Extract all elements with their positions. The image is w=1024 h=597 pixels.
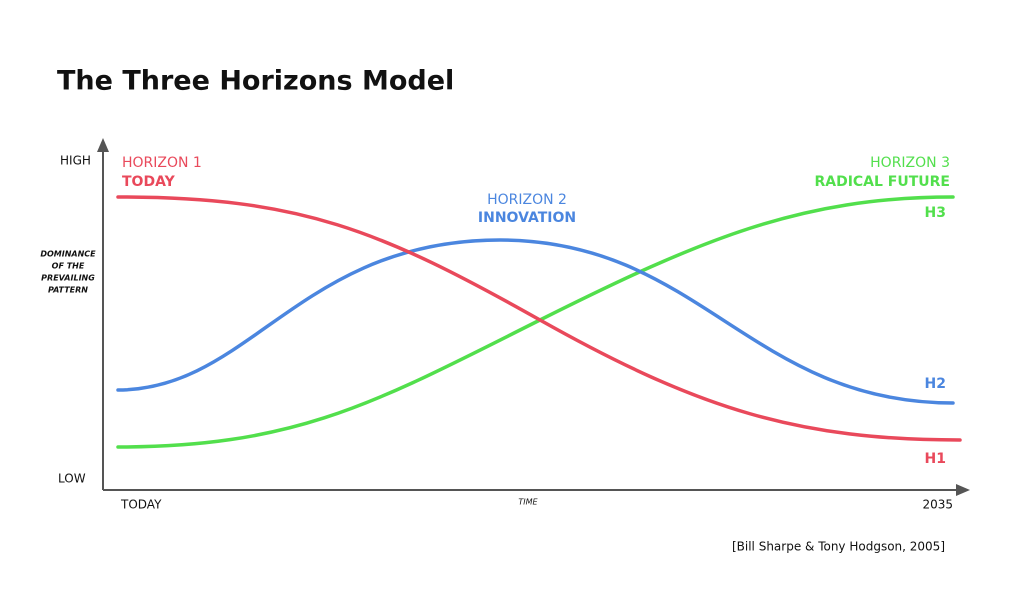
x-end: 2035	[922, 498, 953, 512]
y-label: OF THE	[52, 262, 85, 271]
horizon-name: HORIZON 1	[122, 155, 202, 171]
y-label: PATTERN	[48, 286, 88, 295]
y-high: HIGH	[60, 154, 91, 168]
x-arrow	[956, 484, 970, 496]
horizon-subtitle: TODAY	[122, 174, 176, 190]
source: [Bill Sharpe & Tony Hodgson, 2005]	[732, 540, 945, 554]
horizon-name: HORIZON 2	[487, 192, 567, 208]
horizon-tag: H2	[925, 376, 946, 392]
y-arrow	[97, 138, 109, 152]
h2-curve	[116, 238, 955, 405]
horizon-subtitle: INNOVATION	[478, 210, 576, 226]
y-label: DOMINANCE	[40, 250, 96, 259]
title: The Three Horizons Model	[57, 66, 454, 97]
h1-curve	[116, 195, 962, 442]
x-label: TIME	[518, 498, 538, 507]
horizon-subtitle: RADICAL FUTURE	[814, 174, 950, 190]
x-start: TODAY	[120, 498, 162, 512]
y-low: LOW	[58, 472, 86, 486]
h3-curve	[116, 195, 955, 449]
y-label: PREVAILING	[41, 274, 95, 283]
horizon-tag: H3	[925, 205, 946, 221]
horizon-name: HORIZON 3	[870, 155, 950, 171]
horizon-tag: H1	[925, 451, 946, 467]
